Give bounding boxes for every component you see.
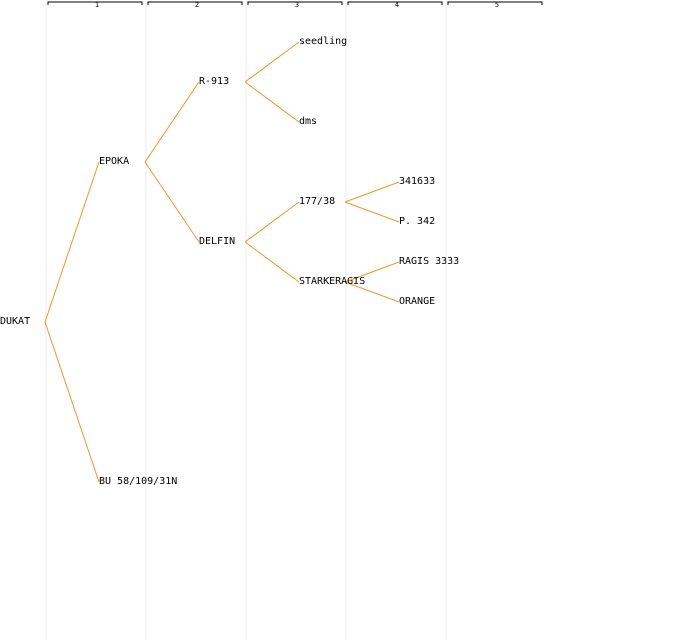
generation-bracket: [347, 1, 443, 5]
pedigree-link: [344, 181, 400, 203]
pedigree-node-dukat[interactable]: DUKAT: [0, 316, 31, 327]
pedigree-link: [244, 81, 300, 123]
generation-bracket: [47, 1, 143, 5]
pedigree-link: [144, 161, 200, 243]
pedigree-link: [244, 201, 300, 243]
generation-number: 1: [94, 1, 100, 9]
pedigree-link: [144, 81, 200, 163]
pedigree-node-n17738[interactable]: 177/38: [299, 196, 336, 207]
generation-bracket: [147, 1, 243, 5]
pedigree-node-delfin[interactable]: DELFIN: [199, 236, 236, 247]
pedigree-link: [244, 41, 300, 83]
generation-number: 4: [394, 1, 400, 9]
pedigree-node-orange[interactable]: ORANGE: [399, 296, 436, 307]
pedigree-link: [344, 261, 400, 283]
generation-number: 5: [494, 1, 500, 9]
generation-number: 2: [194, 1, 200, 9]
pedigree-node-epoka[interactable]: EPOKA: [99, 156, 130, 167]
pedigree-link: [244, 241, 300, 283]
pedigree-node-ragis3333[interactable]: RAGIS 3333: [399, 256, 460, 267]
pedigree-node-starkeragis[interactable]: STARKERAGIS: [299, 276, 366, 287]
pedigree-node-r913[interactable]: R-913: [199, 76, 230, 87]
pedigree-node-bu[interactable]: BU 58/109/31N: [99, 476, 178, 487]
pedigree-link: [44, 161, 100, 323]
pedigree-node-p342[interactable]: P. 342: [399, 216, 436, 227]
pedigree-link: [44, 321, 100, 483]
generation-bracket: [247, 1, 343, 5]
pedigree-node-seedling[interactable]: seedling: [299, 36, 348, 47]
generation-bracket: [447, 1, 543, 5]
pedigree-node-dms[interactable]: dms: [299, 116, 318, 127]
pedigree-link: [344, 281, 400, 303]
pedigree-node-n341633[interactable]: 341633: [399, 176, 436, 187]
pedigree-link: [344, 201, 400, 223]
generation-number: 3: [294, 1, 300, 9]
